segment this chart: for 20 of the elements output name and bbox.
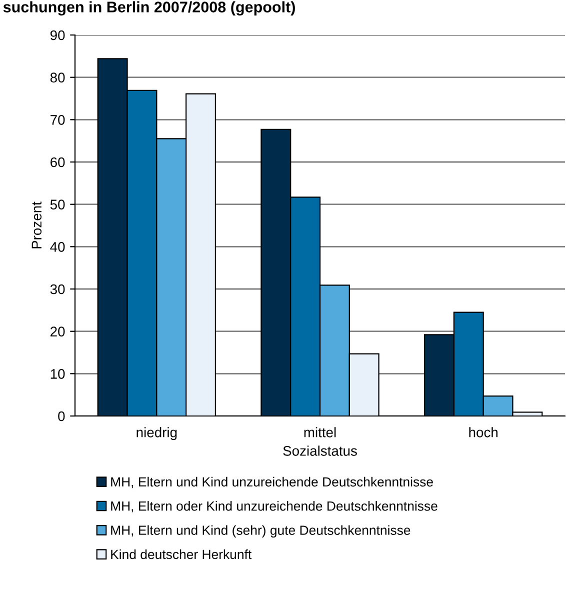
y-tick-label: 90 (50, 30, 65, 40)
y-tick-label: 40 (50, 242, 65, 252)
y-tick-label: 50 (50, 200, 65, 210)
legend-label: MH, Eltern und Kind (sehr) gute Deutschkenntnisse (111, 525, 410, 538)
legend-label: MH, Eltern und Kind unzureichende Deutschkenntnisse (111, 476, 433, 488)
x-tick-label: niedrig (136, 427, 177, 440)
y-tick-label: 70 (50, 115, 65, 125)
x-axis-title: Sozialstatus (283, 446, 357, 456)
legend-label: MH, Eltern oder Kind unzureichende Deutschkenntnisse (111, 501, 438, 512)
chart-title: suchungen in Berlin 2007/2008 (gepoolt) (3, 1, 295, 16)
y-tick-label: 10 (50, 369, 65, 379)
x-tick-label: hoch (469, 427, 498, 438)
y-tick-label: 80 (50, 72, 65, 83)
x-tick-label: mittel (304, 427, 336, 438)
y-tick-label: 30 (50, 284, 65, 294)
y-tick-label: 20 (50, 326, 65, 337)
y-axis-title: Prozent (32, 202, 42, 248)
y-tick-label: 60 (50, 157, 65, 168)
y-tick-label: 0 (58, 411, 65, 422)
legend-label: Kind deutscher Herkunft (111, 549, 252, 560)
